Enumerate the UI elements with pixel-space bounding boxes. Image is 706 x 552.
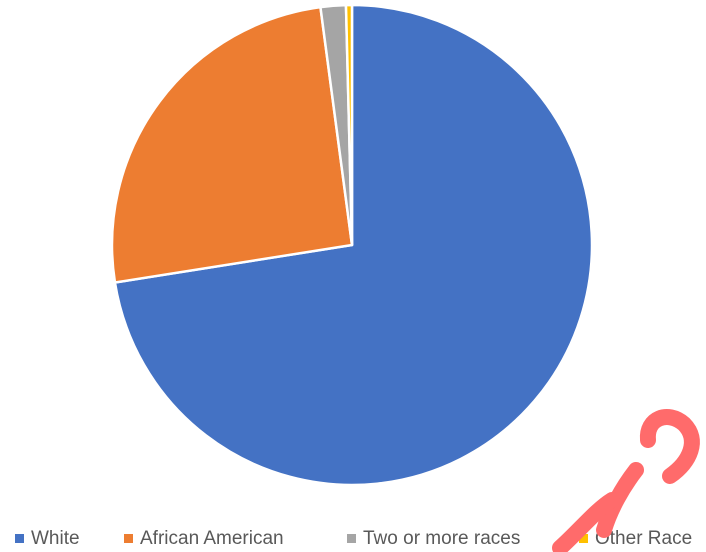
pie-slice-african-american (110, 5, 354, 284)
legend-swatch-other-race (579, 534, 588, 543)
pie-slice-white (113, 3, 594, 487)
legend-label-african-american: African American (140, 528, 284, 549)
legend-label-other-race: Other Race (595, 528, 692, 549)
legend-label-white: White (31, 528, 80, 549)
legend-swatch-two-or-more-races (347, 534, 356, 543)
watermark-stroke-3 (552, 492, 620, 552)
legend-label-two-or-more-races: Two or more races (363, 528, 520, 549)
watermark (552, 409, 700, 552)
legend: White African American Two or more races Ot… (15, 528, 692, 549)
watermark-stroke-1 (639, 409, 700, 484)
pie-slice-other-race (344, 3, 354, 247)
pie-slices (110, 3, 594, 487)
legend-swatch-african-american (124, 534, 133, 543)
legend-swatch-white (15, 534, 24, 543)
